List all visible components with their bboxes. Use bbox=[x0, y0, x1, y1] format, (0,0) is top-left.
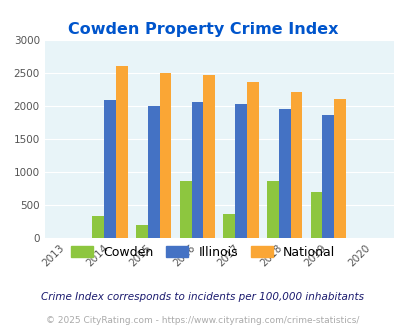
Bar bbox=[223, 214, 234, 238]
Bar bbox=[136, 225, 147, 238]
Bar bbox=[147, 106, 159, 238]
Bar bbox=[278, 109, 290, 238]
Bar bbox=[266, 181, 278, 238]
Bar bbox=[191, 102, 203, 238]
Text: Crime Index corresponds to incidents per 100,000 inhabitants: Crime Index corresponds to incidents per… bbox=[41, 292, 364, 302]
Bar bbox=[104, 100, 116, 238]
Bar bbox=[116, 66, 128, 238]
Bar bbox=[203, 75, 215, 238]
Bar bbox=[179, 181, 191, 238]
Bar bbox=[234, 104, 246, 238]
Text: Cowden Property Crime Index: Cowden Property Crime Index bbox=[68, 22, 337, 37]
Bar bbox=[92, 216, 104, 238]
Bar bbox=[322, 115, 333, 238]
Text: © 2025 CityRating.com - https://www.cityrating.com/crime-statistics/: © 2025 CityRating.com - https://www.city… bbox=[46, 315, 359, 325]
Bar bbox=[310, 192, 322, 238]
Legend: Cowden, Illinois, National: Cowden, Illinois, National bbox=[67, 242, 338, 263]
Bar bbox=[159, 73, 171, 238]
Bar bbox=[246, 82, 258, 238]
Bar bbox=[290, 92, 302, 238]
Bar bbox=[333, 99, 345, 238]
